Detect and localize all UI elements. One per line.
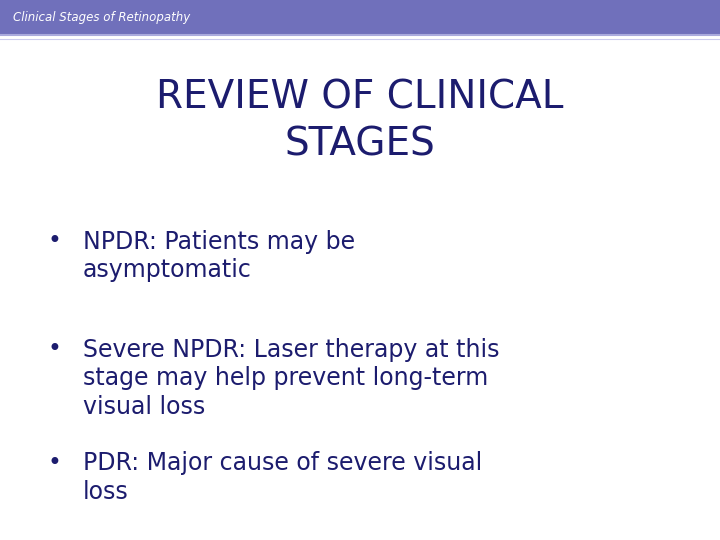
Text: PDR: Major cause of severe visual
loss: PDR: Major cause of severe visual loss [83,451,482,504]
Text: Clinical Stages of Retinopathy: Clinical Stages of Retinopathy [13,11,190,24]
Text: •: • [47,338,61,361]
Bar [0,0,720,35]
Text: •: • [47,451,61,475]
Text: REVIEW OF CLINICAL
STAGES: REVIEW OF CLINICAL STAGES [156,78,564,163]
Text: •: • [47,230,61,253]
Text: Severe NPDR: Laser therapy at this
stage may help prevent long-term
visual loss: Severe NPDR: Laser therapy at this stage… [83,338,499,419]
Text: NPDR: Patients may be
asymptomatic: NPDR: Patients may be asymptomatic [83,230,355,282]
